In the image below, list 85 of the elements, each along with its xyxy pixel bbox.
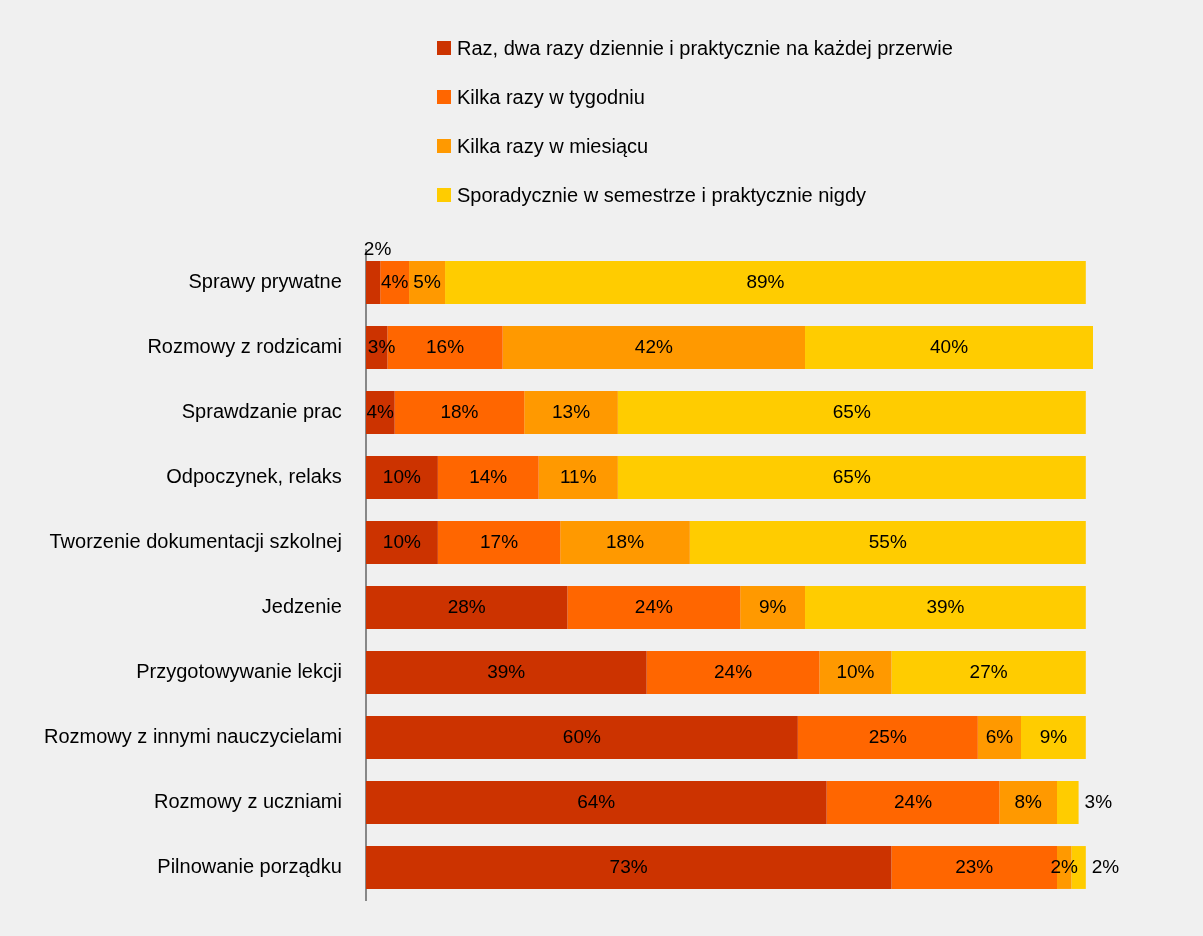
bar [999, 781, 1057, 824]
y-tick-label: Rozmowy z innymi nauczycielami [43, 725, 342, 748]
bar [365, 586, 568, 629]
data-label: 16% [426, 335, 465, 357]
data-label: 28% [447, 595, 486, 617]
y-tick-label: Rozmowy z uczniami [154, 790, 342, 813]
data-label: 23% [955, 855, 994, 877]
data-label: 64% [577, 790, 616, 812]
data-label: 9% [1039, 725, 1068, 747]
y-tick-label: Przygotowywanie lekcji [136, 660, 342, 683]
bar [1057, 781, 1079, 824]
bar [437, 456, 539, 499]
data-label: 5% [413, 270, 441, 292]
data-label: 13% [552, 400, 591, 422]
bar [805, 326, 1093, 369]
legend-label: Raz, dwa razy dziennie i praktycznie na każdej przerwie [457, 36, 953, 60]
data-label: 14% [469, 465, 508, 487]
y-tick-label: Tworzenie dokumentacji szkolnej [49, 530, 342, 553]
data-label: 18% [606, 530, 645, 552]
data-label: 65% [832, 465, 871, 487]
data-label: 10% [836, 660, 875, 682]
data-label: 55% [868, 530, 907, 552]
data-label: 25% [868, 725, 907, 747]
data-label: 27% [969, 660, 1008, 682]
data-label: 2% [363, 238, 392, 260]
data-label: 3% [1084, 790, 1113, 812]
bar [797, 716, 978, 759]
bar [365, 781, 827, 824]
bar [646, 651, 820, 694]
data-label: 60% [562, 725, 601, 747]
bar [445, 261, 1086, 304]
data-label: 10% [382, 465, 421, 487]
legend-label: Kilka razy w miesiącu [457, 134, 649, 158]
bar [365, 261, 381, 304]
bar [365, 716, 798, 759]
data-label: 73% [609, 855, 648, 877]
data-label: 24% [894, 790, 933, 812]
y-tick-label: Jedzenie [261, 595, 342, 618]
data-label: 2% [1091, 855, 1120, 877]
data-label: 4% [380, 270, 409, 292]
bar [437, 521, 561, 564]
bar [365, 651, 647, 694]
data-label: 2% [1050, 855, 1079, 877]
legend-label: Sporadycznie w semestrze i praktycznie nigdy [457, 183, 867, 207]
bar [365, 521, 438, 564]
legend-label: Kilka razy w tygodniu [457, 85, 645, 109]
bar [689, 521, 1086, 564]
y-tick-label: Pilnowanie porządku [157, 855, 342, 878]
data-label: 11% [559, 465, 597, 487]
bar [365, 846, 892, 889]
data-label: 42% [634, 335, 673, 357]
data-label: 9% [758, 595, 787, 617]
bar [502, 326, 806, 369]
bar [617, 456, 1086, 499]
data-label: 6% [985, 725, 1014, 747]
bar [538, 456, 618, 499]
bar [819, 651, 892, 694]
bar [365, 456, 438, 499]
data-label: 24% [634, 595, 673, 617]
bar [394, 391, 525, 434]
data-label: 24% [714, 660, 753, 682]
y-tick-label: Sprawdzanie prac [181, 400, 342, 423]
data-label: 17% [480, 530, 519, 552]
bar [567, 586, 741, 629]
data-label: 3% [367, 335, 396, 357]
data-label: 8% [1014, 790, 1043, 812]
bar [805, 586, 1086, 629]
bar [740, 586, 806, 629]
bar [617, 391, 1086, 434]
data-label: 18% [440, 400, 479, 422]
bar [1021, 716, 1086, 759]
data-label: 40% [930, 335, 969, 357]
y-tick-label: Sprawy prywatne [188, 270, 342, 293]
bar [891, 651, 1086, 694]
data-label: 4% [366, 400, 395, 422]
y-tick-label: Odpoczynek, relaks [166, 465, 342, 488]
data-label: 65% [832, 400, 871, 422]
bar [560, 521, 690, 564]
data-label: 89% [746, 270, 785, 292]
y-tick-label: Rozmowy z rodzicami [147, 335, 342, 358]
bar [524, 391, 618, 434]
data-label: 10% [382, 530, 421, 552]
data-label: 39% [487, 660, 526, 682]
bar [826, 781, 1000, 824]
data-label: 39% [926, 595, 965, 617]
